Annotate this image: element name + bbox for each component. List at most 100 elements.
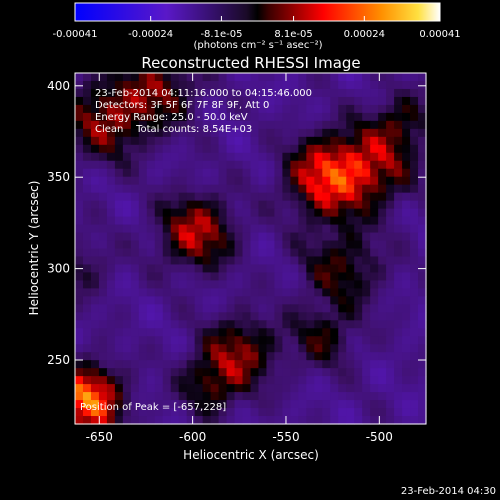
heatmap-cell — [170, 368, 180, 377]
heatmap-cell — [202, 192, 212, 202]
heatmap-cell — [98, 216, 108, 226]
heatmap-cell — [258, 216, 268, 226]
heatmap-cell — [282, 224, 291, 234]
heatmap-cell — [370, 392, 379, 401]
heatmap-cell — [314, 192, 323, 202]
x-axis-label: Heliocentric X (arcsec) — [183, 448, 319, 462]
heatmap-cell — [250, 336, 260, 345]
heatmap-cell — [418, 136, 427, 146]
heatmap-cell — [418, 160, 427, 170]
heatmap-cell — [170, 73, 180, 82]
heatmap-cell — [298, 104, 307, 114]
heatmap-cell — [410, 320, 419, 329]
heatmap-cell — [194, 376, 204, 385]
heatmap-cell — [330, 296, 339, 305]
heatmap-cell — [410, 168, 419, 178]
heatmap-cell — [410, 96, 419, 106]
heatmap-cell — [394, 384, 403, 393]
heatmap-cell — [170, 144, 180, 154]
heatmap-cell — [162, 392, 172, 401]
heatmap-cell — [322, 104, 331, 114]
heatmap-cell — [226, 73, 236, 82]
heatmap-cell — [250, 288, 260, 297]
heatmap-cell — [170, 272, 180, 282]
heatmap-cell — [370, 184, 379, 194]
heatmap-cell — [242, 176, 252, 186]
heatmap-cell — [138, 416, 148, 425]
heatmap-cell — [178, 200, 188, 210]
heatmap-cell — [90, 408, 100, 417]
heatmap-cell — [362, 80, 371, 90]
heatmap-cell — [250, 88, 260, 98]
heatmap-cell — [170, 232, 180, 242]
heatmap-cell — [298, 392, 307, 401]
heatmap-cell — [306, 216, 315, 226]
heatmap-cell — [130, 232, 140, 242]
heatmap-cell — [322, 264, 331, 274]
heatmap-cell — [386, 136, 395, 146]
heatmap-cell — [338, 96, 347, 106]
heatmap-cell — [282, 296, 291, 305]
heatmap-cell — [354, 88, 363, 98]
heatmap-cell — [98, 248, 108, 258]
heatmap-cell — [370, 208, 379, 218]
heatmap-cell — [178, 304, 188, 313]
heatmap-cell — [154, 224, 164, 234]
heatmap-cell — [210, 328, 220, 337]
heatmap-cell — [314, 304, 323, 313]
heatmap-cell — [410, 280, 419, 289]
heatmap-cell — [386, 384, 395, 393]
heatmap-cell — [202, 168, 212, 178]
heatmap-cell — [322, 240, 331, 250]
heatmap-cell — [218, 368, 228, 377]
heatmap-cell — [410, 336, 419, 345]
heatmap-cell — [170, 240, 180, 250]
heatmap-cell — [354, 73, 363, 82]
heatmap-cell — [234, 160, 244, 170]
heatmap-cell — [346, 168, 355, 178]
chart-title: Reconstructed RHESSI Image — [141, 54, 360, 72]
heatmap-cell — [338, 304, 347, 313]
heatmap-cell — [306, 128, 315, 138]
heatmap-cell — [75, 408, 84, 417]
heatmap-cell — [82, 232, 92, 242]
heatmap-cell — [394, 264, 403, 274]
heatmap-cell — [322, 344, 331, 353]
heatmap-cell — [146, 73, 156, 82]
heatmap-cell — [306, 248, 315, 258]
heatmap-cell — [146, 216, 156, 226]
heatmap-cell — [290, 232, 299, 242]
heatmap-cell — [362, 280, 371, 289]
heatmap-cell — [90, 384, 100, 393]
heatmap-cell — [122, 184, 132, 194]
heatmap-cell — [306, 320, 315, 329]
heatmap-cell — [82, 240, 92, 250]
heatmap-cell — [138, 112, 148, 122]
heatmap-cell — [106, 160, 116, 170]
heatmap-cell — [146, 88, 156, 98]
heatmap-cell — [162, 73, 172, 82]
heatmap-cell — [394, 360, 403, 369]
heatmap-cell — [258, 368, 268, 377]
heatmap-cell — [130, 136, 140, 146]
heatmap-cell — [258, 256, 268, 266]
heatmap-cell — [114, 144, 124, 154]
heatmap-cell — [378, 400, 387, 409]
heatmap-cell — [258, 240, 268, 250]
heatmap-cell — [386, 192, 395, 202]
heatmap-cell — [314, 200, 323, 210]
heatmap-cell — [266, 112, 276, 122]
heatmap-cell — [90, 312, 100, 321]
heatmap-cell — [418, 320, 427, 329]
heatmap-cell — [114, 73, 124, 82]
heatmap-cell — [106, 304, 116, 313]
heatmap-cell — [378, 88, 387, 98]
heatmap-cell — [250, 96, 260, 106]
heatmap-cell — [354, 368, 363, 377]
heatmap-cell — [154, 136, 164, 146]
heatmap-cell — [338, 384, 347, 393]
heatmap-cell — [258, 304, 268, 313]
heatmap-cell — [226, 208, 236, 218]
heatmap-cell — [314, 232, 323, 242]
heatmap-cell — [146, 344, 156, 353]
